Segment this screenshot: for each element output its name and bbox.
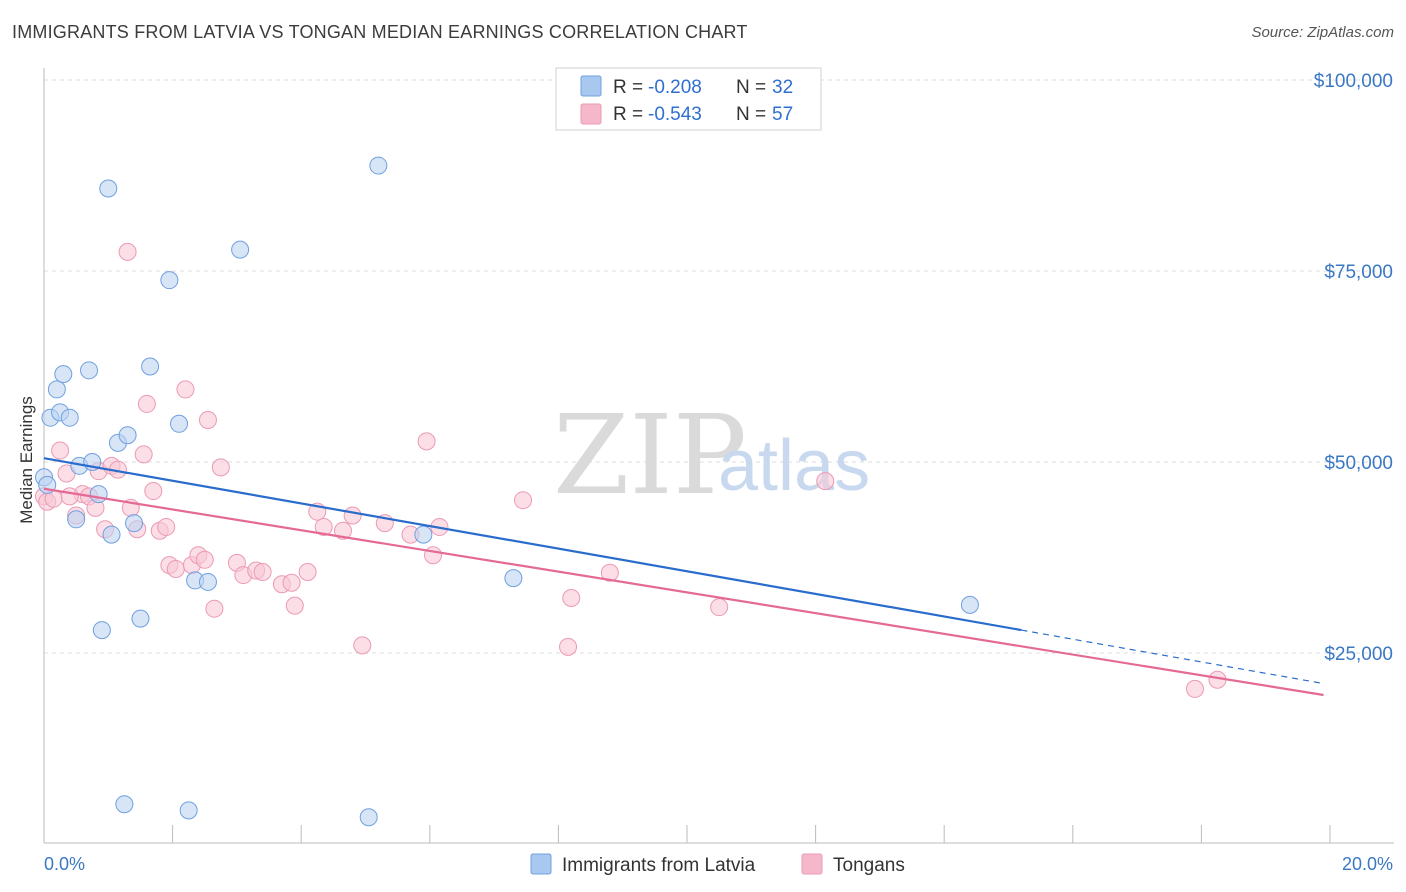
source-label: Source: ZipAtlas.com [1251,24,1394,41]
data-point [102,525,121,544]
data-point [176,380,195,399]
data-point [960,595,979,614]
data-point [559,637,578,656]
y-axis-label: Median Earnings [17,396,36,524]
data-point [198,572,217,591]
data-point [253,563,272,582]
data-point [298,563,317,582]
data-point [333,521,352,540]
legend-r-label-latvia: R = [613,77,643,98]
data-point [170,414,189,433]
legend-r-value-latvia: -0.208 [648,77,702,98]
legend-swatch-tongans [580,103,602,125]
x-tick-label: 20.0% [1342,854,1393,874]
data-point [205,599,224,618]
data-point [134,445,153,464]
data-point [211,458,230,477]
data-point [314,517,333,536]
data-point [417,432,436,451]
trend-line [43,487,1324,697]
legend-n-label-latvia: N = [736,77,766,98]
data-point [54,365,73,384]
y-tick-label: $25,000 [1324,644,1393,665]
watermark-zip: ZIP [553,391,747,519]
data-point [99,179,118,198]
bottom-legend-tongans: Tongans [833,855,905,876]
data-point [353,636,372,655]
watermark-atlas: atlas [718,426,870,506]
bottom-legend-swatch-tongans [801,853,823,875]
correlation-legend: R = -0.208 N = 32 R = -0.543 N = 57 [555,67,822,131]
data-point [141,357,160,376]
data-point [60,487,79,506]
data-point [160,271,179,290]
data-point [562,588,581,607]
bottom-legend-latvia: Immigrants from Latvia [562,855,756,876]
axes [43,68,1394,844]
trend-lines [43,457,1324,697]
y-tick-label: $50,000 [1324,453,1393,474]
data-point [359,808,378,827]
series-legend: Immigrants from Latvia Tongans [530,853,905,876]
data-point [198,410,217,429]
data-point [157,517,176,536]
data-point [285,596,304,615]
data-point [514,491,533,510]
y-tick-label: $100,000 [1314,71,1393,92]
data-point [343,506,362,525]
data-point [369,156,388,175]
data-point [89,485,108,504]
data-point [195,550,214,569]
data-point [118,242,137,261]
data-point [60,408,79,427]
data-point [816,472,835,491]
y-tick-label: $75,000 [1324,262,1393,283]
data-point [80,361,99,380]
chart-title: IMMIGRANTS FROM LATVIA VS TONGAN MEDIAN … [12,22,748,42]
data-point [179,801,198,820]
data-point [166,559,185,578]
data-point [125,514,144,533]
data-point [414,525,433,544]
trend-line [43,457,1022,632]
data-point [115,795,134,814]
legend-n-value-latvia: 32 [772,77,793,98]
data-point [231,240,250,259]
trend-line-extension [1021,629,1324,685]
data-point [424,546,443,565]
data-point [144,482,163,501]
bottom-legend-swatch-latvia [530,853,552,875]
data-point [47,380,66,399]
legend-r-label-tongans: R = [613,104,643,125]
data-point [137,394,156,413]
data-point [710,598,729,617]
watermark: ZIP atlas [553,391,870,519]
tick-labels: $25,000 $50,000 $75,000 $100,000 0.0% 20.0% [44,71,1393,874]
data-point [67,510,86,529]
data-point [1185,679,1204,698]
data-point [504,569,523,588]
legend-r-value-tongans: -0.543 [648,104,702,125]
data-point [118,426,137,445]
data-point [282,573,301,592]
data-point [131,609,150,628]
x-tick-label: 0.0% [44,854,85,874]
legend-n-label-tongans: N = [736,104,766,125]
data-point [51,441,70,460]
legend-swatch-latvia [580,75,602,97]
legend-n-value-tongans: 57 [772,104,793,125]
data-point [92,621,111,640]
data-point [600,563,619,582]
